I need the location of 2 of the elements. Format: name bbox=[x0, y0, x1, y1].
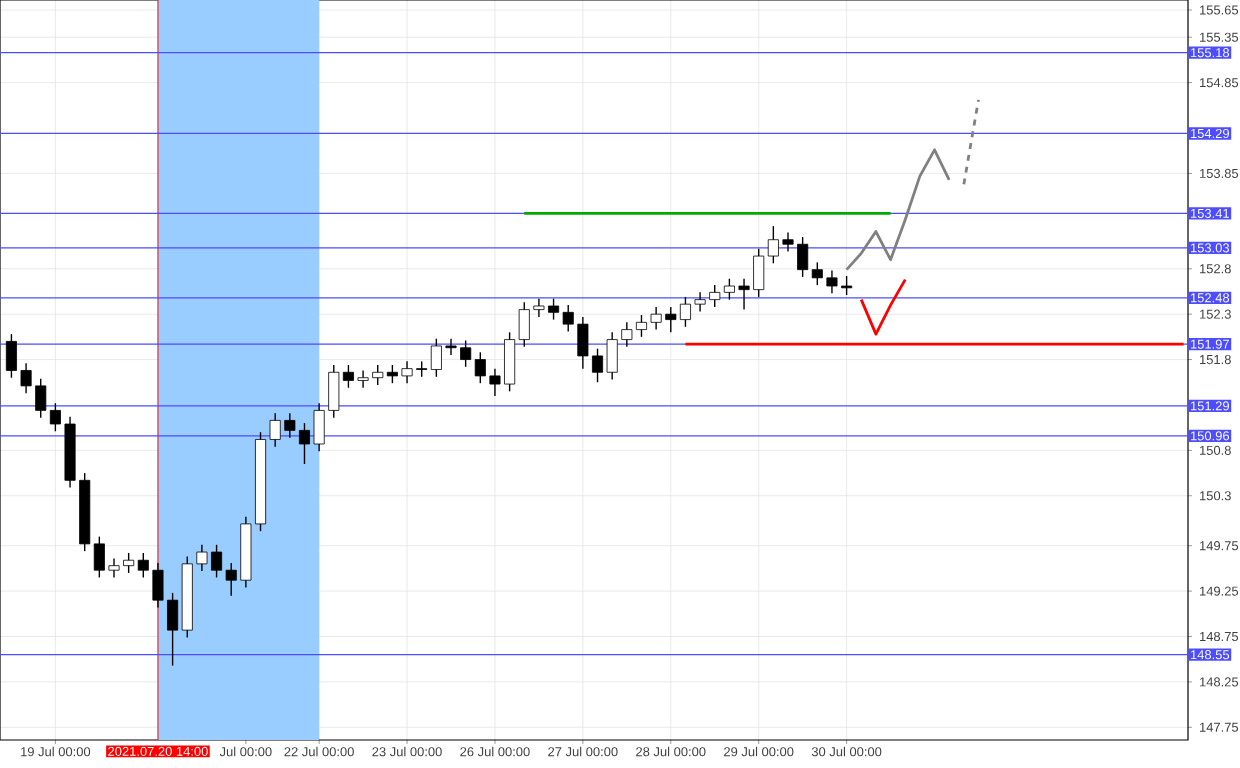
line-series bbox=[859, 278, 907, 336]
line-series bbox=[845, 148, 951, 272]
